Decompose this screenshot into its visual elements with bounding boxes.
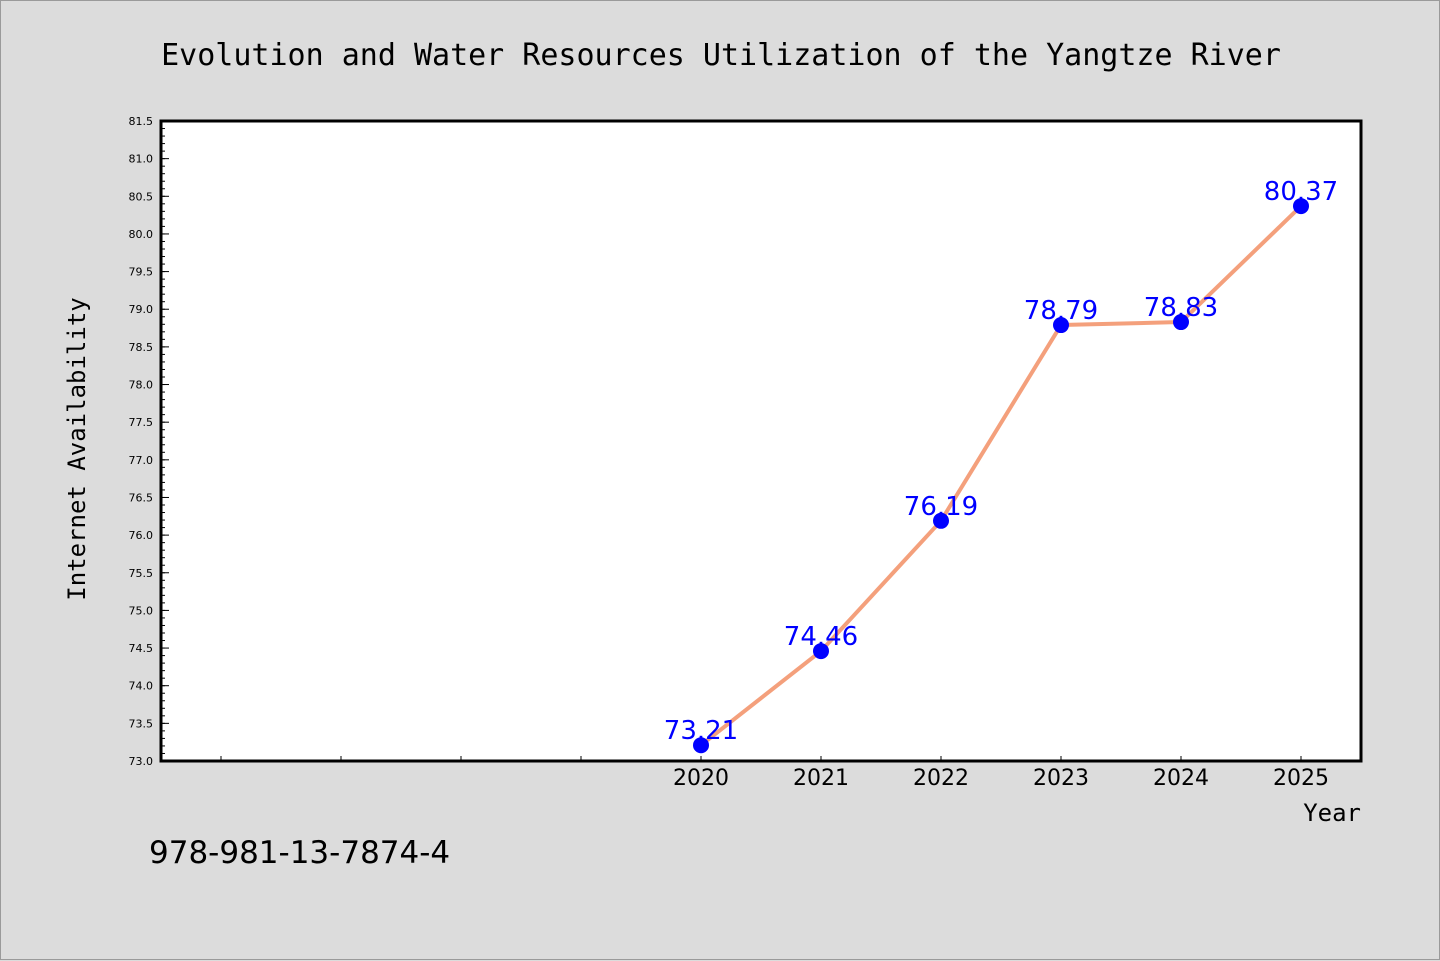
data-points bbox=[693, 198, 1309, 754]
y-tick-label: 81.5 bbox=[129, 115, 154, 128]
y-tick-label: 77.5 bbox=[129, 416, 154, 429]
x-tick-label: 2024 bbox=[1153, 766, 1209, 791]
data-point bbox=[693, 737, 709, 754]
x-axis-label: Year bbox=[1303, 799, 1361, 827]
y-tick-label: 75.0 bbox=[129, 604, 154, 617]
y-tick-label: 78.0 bbox=[129, 379, 154, 392]
y-tick-label: 73.0 bbox=[129, 755, 154, 768]
y-tick-label: 76.5 bbox=[129, 491, 154, 504]
data-label: 78.83 bbox=[1144, 293, 1218, 323]
y-axis: 73.0 73.5 74.0 74.5 75.0 75.5 76.0 76.5 77.0 77.5… bbox=[129, 115, 169, 768]
y-tick-label: 77.0 bbox=[129, 454, 154, 467]
data-point bbox=[1173, 314, 1189, 331]
data-point bbox=[1053, 317, 1069, 334]
data-labels: 73.21 74.46 76.19 78.79 78.83 80.37 bbox=[664, 177, 1338, 746]
series-line bbox=[699, 204, 1303, 747]
x-tick-label: 2025 bbox=[1273, 766, 1329, 791]
y-tick-label: 74.5 bbox=[129, 642, 154, 655]
plot-border bbox=[159, 119, 1363, 763]
y-tick-label: 80.0 bbox=[129, 228, 154, 241]
data-label: 73.21 bbox=[664, 716, 738, 746]
x-tick-label: 2022 bbox=[913, 766, 969, 791]
x-tick-label: 2020 bbox=[673, 766, 729, 791]
y-tick-label: 79.5 bbox=[129, 266, 154, 279]
y-axis-label: Internet Availability bbox=[63, 297, 91, 600]
data-label: 74.46 bbox=[784, 622, 858, 652]
x-tick-label: 2021 bbox=[793, 766, 849, 791]
data-point bbox=[1293, 198, 1309, 215]
y-tick-label: 78.5 bbox=[129, 341, 154, 354]
y-tick-label: 74.0 bbox=[129, 680, 154, 693]
data-label: 78.79 bbox=[1024, 296, 1098, 326]
y-tick-label: 81.0 bbox=[129, 153, 154, 166]
y-tick-label: 75.5 bbox=[129, 567, 154, 580]
chart-title: Evolution and Water Resources Utilizatio… bbox=[161, 38, 1281, 73]
data-label: 80.37 bbox=[1264, 177, 1338, 207]
data-label: 76.19 bbox=[904, 492, 978, 522]
isbn-text: 978-981-13-7874-4 bbox=[149, 835, 451, 871]
x-axis: 2020 2021 2022 2023 2024 2025 bbox=[220, 756, 1329, 791]
x-tick-label: 2023 bbox=[1033, 766, 1089, 791]
y-tick-label: 76.0 bbox=[129, 529, 154, 542]
plot-area bbox=[161, 121, 1361, 761]
y-tick-label: 73.5 bbox=[129, 717, 154, 730]
data-point bbox=[813, 643, 829, 660]
y-tick-label: 79.0 bbox=[129, 303, 154, 316]
data-point bbox=[933, 512, 949, 529]
y-tick-label: 80.5 bbox=[129, 190, 154, 203]
